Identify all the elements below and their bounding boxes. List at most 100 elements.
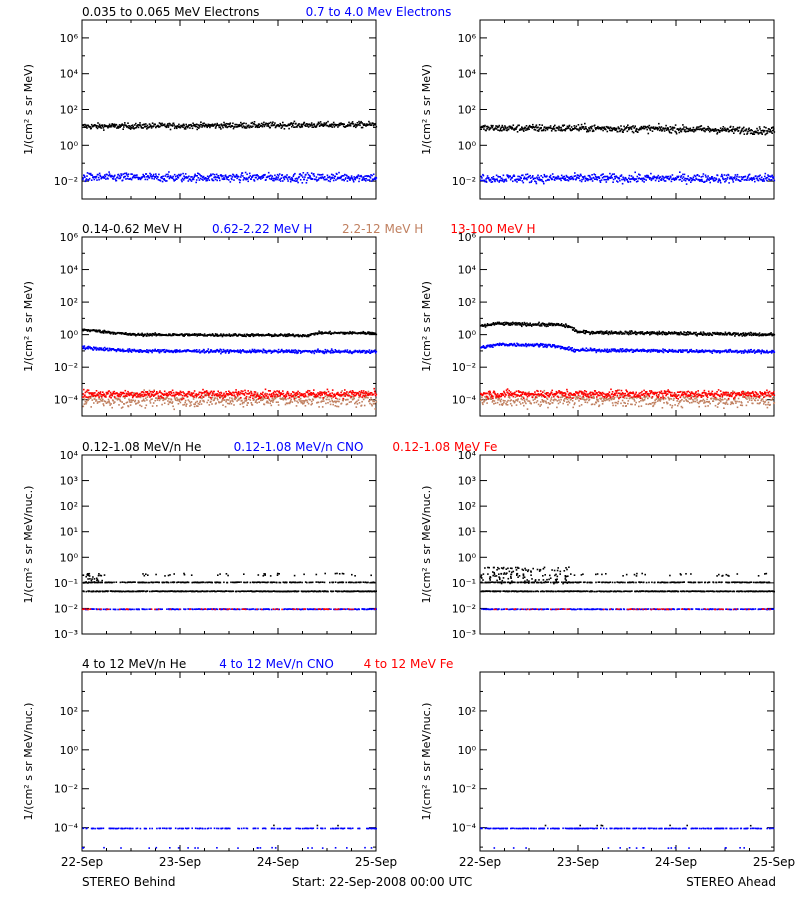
data-point bbox=[304, 405, 307, 407]
data-point bbox=[548, 179, 550, 181]
data-point bbox=[716, 131, 719, 134]
data-point bbox=[182, 397, 185, 400]
data-point bbox=[174, 179, 176, 181]
data-point bbox=[645, 179, 647, 181]
data-point bbox=[368, 175, 370, 178]
data-point bbox=[557, 176, 560, 178]
data-point bbox=[372, 122, 374, 125]
data-point bbox=[253, 121, 256, 123]
data-point bbox=[207, 123, 210, 126]
data-point bbox=[705, 176, 707, 178]
data-point bbox=[532, 175, 534, 177]
data-point bbox=[279, 350, 282, 353]
data-point bbox=[677, 175, 680, 178]
data-point bbox=[360, 404, 363, 407]
data-point bbox=[130, 399, 132, 401]
data-point bbox=[291, 334, 294, 337]
data-point bbox=[482, 126, 484, 128]
data-point bbox=[251, 333, 253, 335]
data-point bbox=[109, 348, 112, 350]
data-point bbox=[314, 395, 316, 398]
data-point bbox=[307, 177, 309, 179]
data-point bbox=[195, 125, 197, 128]
data-point bbox=[764, 129, 766, 132]
series-points bbox=[82, 171, 378, 184]
data-point bbox=[544, 325, 546, 327]
data-point bbox=[493, 323, 495, 325]
data-point bbox=[344, 395, 347, 397]
data-point bbox=[607, 177, 609, 179]
data-point bbox=[179, 349, 181, 351]
data-point bbox=[768, 128, 770, 130]
data-point bbox=[221, 399, 224, 401]
data-point bbox=[488, 128, 491, 131]
data-point bbox=[674, 130, 676, 133]
data-point bbox=[183, 124, 185, 127]
data-point bbox=[215, 402, 217, 404]
data-point bbox=[83, 346, 85, 349]
data-point bbox=[588, 128, 591, 130]
data-point bbox=[363, 395, 366, 398]
data-point bbox=[109, 331, 111, 333]
data-point bbox=[360, 351, 363, 353]
data-point bbox=[290, 179, 292, 181]
data-point bbox=[546, 126, 548, 129]
data-point bbox=[131, 124, 134, 126]
data-point bbox=[368, 351, 370, 353]
data-point bbox=[147, 333, 150, 336]
data-point bbox=[337, 351, 340, 353]
data-point bbox=[771, 129, 774, 132]
data-point bbox=[108, 126, 110, 128]
data-point bbox=[338, 122, 341, 125]
data-point bbox=[665, 124, 667, 127]
data-point bbox=[373, 349, 376, 352]
data-point bbox=[497, 129, 499, 131]
data-point bbox=[143, 334, 145, 337]
data-point bbox=[361, 396, 363, 398]
data-point bbox=[248, 172, 251, 175]
data-point bbox=[490, 181, 493, 183]
data-point bbox=[766, 132, 769, 134]
data-point bbox=[228, 334, 230, 337]
data-point bbox=[139, 349, 142, 351]
data-point bbox=[745, 129, 747, 132]
data-point bbox=[594, 174, 597, 176]
data-point bbox=[523, 323, 525, 326]
data-point bbox=[279, 122, 281, 125]
data-point bbox=[170, 391, 172, 393]
data-point bbox=[145, 404, 148, 407]
data-point bbox=[743, 126, 745, 129]
data-point bbox=[358, 390, 361, 393]
data-point bbox=[297, 351, 299, 354]
data-point bbox=[170, 399, 173, 401]
data-point bbox=[282, 350, 284, 352]
data-point bbox=[274, 122, 276, 124]
data-point bbox=[596, 178, 599, 181]
data-point bbox=[603, 126, 605, 128]
data-point bbox=[161, 393, 164, 396]
data-point bbox=[694, 175, 697, 178]
data-point bbox=[263, 395, 265, 397]
data-point bbox=[161, 180, 164, 183]
data-point bbox=[579, 127, 582, 129]
data-point bbox=[141, 351, 143, 353]
data-point bbox=[523, 130, 525, 132]
data-point bbox=[543, 323, 545, 326]
data-point bbox=[115, 350, 118, 353]
data-point bbox=[521, 322, 524, 324]
data-point bbox=[99, 174, 101, 177]
data-point bbox=[698, 128, 701, 131]
data-point bbox=[206, 124, 209, 127]
data-point bbox=[562, 125, 564, 127]
data-point bbox=[280, 349, 283, 352]
data-point bbox=[174, 175, 177, 178]
data-point bbox=[134, 176, 137, 179]
data-point bbox=[635, 178, 637, 180]
data-point bbox=[339, 394, 342, 396]
data-point bbox=[316, 401, 319, 404]
data-point bbox=[769, 129, 771, 131]
data-point bbox=[484, 326, 487, 328]
data-point bbox=[226, 402, 229, 405]
data-point bbox=[247, 390, 249, 392]
data-point bbox=[628, 174, 631, 177]
